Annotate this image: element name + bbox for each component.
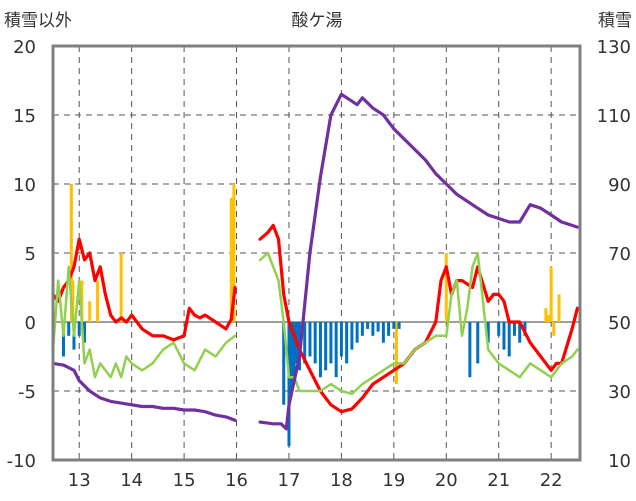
- orange-bar: [557, 294, 561, 322]
- plot-frame: [51, 44, 582, 462]
- x-tick-label: 17: [278, 470, 301, 491]
- x-tick-label: 22: [540, 470, 563, 491]
- y-left-tick-label: 10: [13, 175, 36, 196]
- blue-bar: [313, 322, 317, 364]
- y-left-tick-labels: 20 15 10 5 0 -5 -10: [7, 37, 36, 472]
- blue-bar: [507, 322, 511, 357]
- orange-bar: [88, 301, 92, 322]
- orange-bar: [96, 280, 100, 322]
- x-tick-label: 20: [435, 470, 458, 491]
- orange-bar: [394, 322, 398, 385]
- orange-bar: [229, 197, 233, 322]
- blue-bar: [360, 322, 364, 336]
- blue-bar: [290, 322, 294, 391]
- y-left-axis-label: 積雪以外: [4, 11, 72, 31]
- chart-title: 酸ケ湯: [292, 11, 343, 31]
- blue-bar: [345, 322, 349, 364]
- y-right-tick-labels: 130 110 90 70 50 30 10: [597, 37, 631, 472]
- blue-bar: [329, 322, 333, 364]
- red-series-line: [51, 237, 237, 342]
- x-tick-label: 13: [68, 470, 91, 491]
- x-tick-label: 18: [330, 470, 353, 491]
- blue-bar: [339, 322, 343, 357]
- plot-border: [51, 44, 582, 462]
- orange-bar: [80, 280, 84, 322]
- blue-bar: [397, 322, 401, 329]
- y-right-axis-label: 積雪: [598, 11, 632, 31]
- blue-bar: [468, 322, 472, 378]
- y-right-tick-label: 50: [608, 313, 631, 334]
- orange-bar: [552, 322, 556, 336]
- red-series-line: [258, 223, 580, 414]
- y-left-tick-label: 20: [13, 37, 36, 58]
- blue-bar: [67, 322, 71, 336]
- purple-series-line: [258, 92, 580, 431]
- x-tick-label: 16: [225, 470, 248, 491]
- blue-bar: [476, 322, 480, 364]
- blue-bar: [303, 322, 307, 364]
- gridlines: [53, 46, 580, 460]
- blue-bar: [334, 322, 338, 378]
- blue-bar: [308, 322, 312, 357]
- orange-bar: [547, 315, 551, 322]
- blue-bar: [387, 322, 391, 336]
- orange-bar: [71, 280, 75, 322]
- orange-bar: [444, 253, 448, 322]
- orange-bar: [544, 308, 548, 322]
- y-right-tick-label: 10: [608, 451, 631, 472]
- blue-bar: [318, 322, 322, 378]
- blue-bar: [381, 322, 385, 343]
- orange-bar: [69, 184, 73, 322]
- blue-bar: [77, 322, 81, 336]
- blue-bar: [82, 322, 86, 343]
- x-tick-label: 21: [487, 470, 510, 491]
- y-left-tick-label: 0: [25, 313, 36, 334]
- blue-bar: [350, 322, 354, 350]
- purple-series-line: [51, 361, 237, 422]
- blue-bar: [324, 322, 328, 371]
- orange-bar: [549, 266, 553, 322]
- y-left-tick-label: 5: [25, 244, 36, 265]
- y-right-tick-label: 90: [608, 175, 631, 196]
- blue-bar: [355, 322, 359, 343]
- y-left-tick-label: -10: [7, 451, 36, 472]
- line-series: [51, 92, 580, 431]
- blue-bar: [512, 322, 516, 336]
- blue-bar: [61, 322, 65, 357]
- y-right-tick-label: 130: [597, 37, 631, 58]
- x-tick-label: 19: [382, 470, 405, 491]
- y-right-tick-label: 110: [597, 106, 631, 127]
- x-tick-label: 15: [173, 470, 196, 491]
- green-series-line: [51, 265, 237, 379]
- y-right-tick-label: 30: [608, 382, 631, 403]
- blue-bar: [366, 322, 370, 329]
- y-left-tick-label: -5: [18, 382, 36, 403]
- y-right-tick-label: 70: [608, 244, 631, 265]
- blue-bar: [497, 322, 501, 336]
- green-series-line: [258, 251, 579, 396]
- blue-bar: [371, 322, 375, 336]
- blue-bar: [518, 322, 522, 343]
- blue-bar: [376, 322, 380, 332]
- blue-bar: [282, 322, 286, 405]
- x-tick-label: 14: [120, 470, 143, 491]
- blue-bar: [392, 322, 396, 329]
- blue-bar: [292, 322, 296, 378]
- orange-bar: [119, 253, 123, 322]
- y-left-tick-label: 15: [13, 106, 36, 127]
- orange-bar: [232, 184, 236, 322]
- blue-bar: [486, 322, 490, 343]
- blue-bar: [287, 322, 291, 447]
- x-tick-labels: 13 14 15 16 17 18 19 20 21 22: [68, 470, 563, 491]
- blue-bar: [502, 322, 506, 350]
